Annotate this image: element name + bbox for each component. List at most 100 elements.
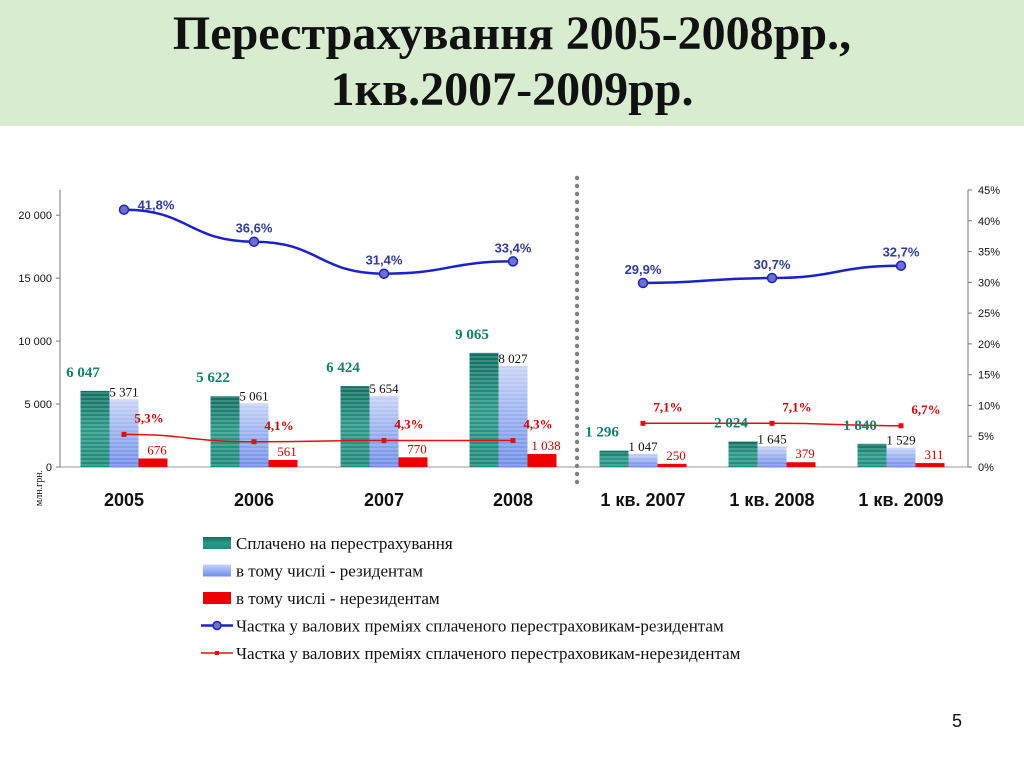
share-residents-label: 41,8% [138, 198, 175, 213]
right-axis-tick-label: 20% [978, 339, 1000, 351]
divider-dot [574, 295, 580, 301]
slide-title-line-2: 1кв.2007-2009рр. [330, 63, 694, 116]
divider-dot [574, 215, 580, 221]
value-label-nonresidents: 311 [924, 447, 943, 462]
divider-dot [574, 255, 580, 261]
divider-dot [574, 175, 580, 181]
labels-group: 6 047 5 371 676 5 622 5 061 561 6 424 5 654 770 9… [66, 198, 943, 463]
category-label: 1 кв. 2007 [600, 490, 685, 510]
legend-entry: Сплачено на перестрахування [236, 534, 453, 553]
bar-paid-texture [469, 352, 499, 467]
category-labels: 2005 2006 2007 2008 1 кв. 2007 1 кв. 2008 1 кв… [104, 490, 944, 510]
divider-dot [574, 287, 580, 293]
line-share-residents [123, 208, 514, 275]
right-axis-tick-label: 0% [978, 462, 994, 474]
value-label-nonresidents: 379 [795, 446, 815, 461]
point-share-nonresidents [510, 438, 516, 444]
legend-entry: Частка у валових преміях сплаченого пере… [236, 617, 724, 636]
point-share-residents [118, 204, 130, 215]
left-axis-tick-label: 10 000 [18, 336, 52, 348]
point-share-nonresidents [640, 420, 646, 426]
divider-dot [574, 359, 580, 365]
share-residents-label: 30,7% [754, 257, 791, 272]
point-share-nonresidents [769, 420, 775, 426]
legend-swatch-paid [203, 537, 231, 549]
divider-dot [574, 415, 580, 421]
bar-residents-texture [369, 395, 399, 467]
bar-nonresidents [268, 459, 298, 467]
share-residents-label: 31,4% [366, 253, 403, 268]
divider-dot [574, 335, 580, 341]
unit-label: млн.грн. [34, 470, 45, 506]
title-band [0, 0, 1024, 126]
value-label-paid: 6 424 [326, 360, 360, 376]
point-share-residents [766, 272, 778, 284]
page-number: 5 [951, 711, 962, 731]
divider-dot [574, 439, 580, 445]
legend-entry: в тому числі - резидентам [236, 562, 423, 581]
slide-title: Перестрахування 2005-2008рр., 1кв.2007-2… [0, 6, 1024, 118]
divider-dot [574, 391, 580, 397]
value-label-paid: 2 024 [714, 416, 748, 432]
right-axis-tick-label: 30% [978, 277, 1000, 289]
bar-paid-texture [857, 443, 887, 467]
divider-dot [574, 191, 580, 197]
category-label: 2006 [234, 490, 274, 510]
bar-paid-texture [80, 390, 110, 467]
divider-dot [574, 199, 580, 205]
legend-swatch-residents [203, 564, 231, 577]
share-nonresidents-label: 7,1% [653, 399, 682, 414]
category-label: 2007 [364, 490, 404, 510]
divider-dot [574, 343, 580, 349]
bar-residents-texture [757, 446, 787, 467]
category-label: 1 кв. 2009 [858, 490, 943, 510]
value-label-nonresidents: 250 [666, 448, 686, 463]
value-label-residents: 1 645 [757, 431, 786, 446]
legend-swatch-nonresidents [203, 592, 231, 604]
right-axis-tick-label: 35% [978, 247, 1000, 259]
divider-dot [574, 351, 580, 357]
lines-group [118, 204, 907, 445]
divider-dot [574, 471, 580, 477]
value-label-residents: 5 061 [239, 388, 268, 403]
right-axis-tick-label: 45% [978, 185, 1000, 197]
right-axis-tick-label: 25% [978, 308, 1000, 320]
bar-paid-texture [599, 450, 629, 467]
share-nonresidents-label: 4,3% [523, 417, 552, 432]
point-share-residents [248, 236, 260, 247]
divider-dot [574, 383, 580, 389]
share-residents-label: 33,4% [495, 240, 532, 255]
legend-entry: Частка у валових преміях сплаченого пере… [236, 644, 741, 663]
legend-swatch-share-residents-marker [212, 620, 222, 631]
divider-dot [574, 303, 580, 309]
divider-dot [574, 431, 580, 437]
right-axis-tick-label: 40% [978, 216, 1000, 228]
value-label-nonresidents: 770 [407, 441, 427, 456]
point-share-residents [378, 268, 390, 279]
category-label: 2005 [104, 490, 144, 510]
share-nonresidents-label: 4,1% [264, 418, 293, 433]
left-axis-tick-label: 20 000 [18, 210, 52, 222]
divider-dot [574, 479, 580, 485]
point-share-nonresidents [898, 423, 904, 429]
bar-residents-texture [498, 365, 528, 467]
bar-nonresidents [527, 453, 557, 467]
point-share-residents [507, 256, 519, 267]
divider-dot [574, 223, 580, 229]
bar-nonresidents [398, 457, 428, 467]
left-axis: 0 5 000 10 000 15 000 20 000 [18, 175, 968, 485]
share-residents-label: 36,6% [236, 221, 273, 236]
divider-dot [574, 423, 580, 429]
divider-dot [574, 271, 580, 277]
divider-dot [574, 375, 580, 381]
value-label-paid: 1 296 [585, 425, 619, 441]
value-label-residents: 5 654 [369, 381, 399, 396]
left-axis-tick-label: 5 000 [24, 399, 52, 411]
value-label-residents: 1 047 [628, 439, 658, 454]
divider-dot [574, 263, 580, 269]
left-axis-tick-label: 15 000 [18, 273, 52, 285]
legend-swatch-share-nonresidents-marker [215, 651, 219, 655]
bar-residents-texture [239, 403, 269, 467]
value-label-paid: 6 047 [66, 365, 100, 381]
